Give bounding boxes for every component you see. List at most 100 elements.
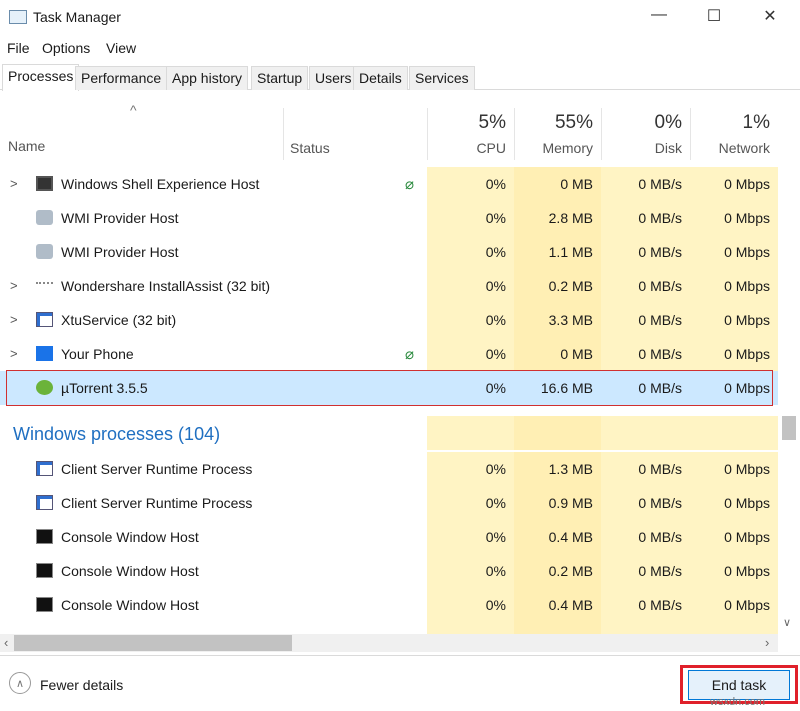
network-value: 0 Mbps [690, 269, 778, 303]
horizontal-scrollbar[interactable]: ‹ › [0, 634, 778, 652]
process-row[interactable]: Client Server Runtime Process 0% 1.3 MB 0 M… [0, 452, 778, 486]
process-row[interactable]: µTorrent 3.5.5 0% 16.6 MB 0 MB/s 0 Mbps [0, 371, 778, 405]
tab-performance[interactable]: Performance [75, 66, 168, 90]
expand-chevron-icon[interactable]: > [10, 312, 18, 327]
vertical-scrollbar[interactable]: ∨ [778, 100, 800, 634]
network-value: 0 Mbps [690, 167, 778, 201]
process-name: Console Window Host [61, 563, 199, 579]
memory-total: 55% [554, 112, 593, 133]
cpu-value: 0% [427, 167, 514, 201]
process-row[interactable]: WMI Provider Host 0% 2.8 MB 0 MB/s 0 Mbps [0, 201, 778, 235]
memory-value: 0.4 MB [514, 588, 601, 622]
menu-view[interactable]: View [106, 40, 137, 56]
expand-chevron-icon[interactable]: > [10, 176, 18, 191]
maximize-button[interactable]: ☐ [706, 8, 722, 25]
process-row[interactable]: WMI Provider Host 0% 1.1 MB 0 MB/s 0 Mbps [0, 235, 778, 269]
network-value: 0 Mbps [690, 554, 778, 588]
disk-value: 0 MB/s [638, 380, 682, 396]
vertical-scroll-thumb[interactable] [782, 416, 796, 440]
process-row[interactable]: > Wondershare InstallAssist (32 bit) 0% 0.2… [0, 269, 778, 303]
process-row[interactable]: Client Server Runtime Process 0% 0.9 MB 0 M… [0, 486, 778, 520]
disk-value: 0 MB/s [601, 452, 690, 486]
expand-chevron-icon[interactable]: > [10, 346, 18, 361]
network-value: 0 Mbps [690, 303, 778, 337]
phone-icon [36, 346, 53, 361]
process-name: XtuService (32 bit) [61, 312, 177, 328]
header-network[interactable]: 1% Network [690, 108, 778, 160]
header-name[interactable]: Name [8, 138, 46, 154]
group-label: Windows processes (104) [13, 424, 221, 444]
wondershare-icon [36, 282, 53, 288]
close-button[interactable]: ✕ [763, 8, 777, 25]
network-total: 1% [742, 112, 770, 133]
process-row[interactable]: Console Window Host 0% 0.2 MB 0 MB/s 0 Mbps [0, 554, 778, 588]
wmi-icon [36, 210, 53, 225]
disk-value: 0 MB/s [601, 588, 690, 622]
end-task-button[interactable]: End task [688, 670, 790, 700]
header-disk[interactable]: 0% Disk [601, 108, 690, 160]
console-icon [36, 529, 53, 544]
suspended-leaf-icon: ⌀ [405, 346, 415, 363]
expand-chevron-icon[interactable]: > [10, 278, 18, 293]
horizontal-scroll-thumb[interactable] [14, 635, 292, 651]
process-row[interactable]: > Your Phone ⌀ 0% 0 MB 0 MB/s 0 Mbps [0, 337, 778, 371]
network-value: 0 Mbps [690, 201, 778, 235]
tab-details[interactable]: Details [353, 66, 408, 90]
group-header: Windows processes (104) [0, 416, 778, 450]
menu-options[interactable]: Options [42, 40, 91, 56]
tab-services[interactable]: Services [409, 66, 475, 90]
scroll-down-icon[interactable]: ∨ [783, 617, 792, 629]
watermark: wsxdn.com [710, 696, 766, 708]
disk-label: Disk [654, 140, 682, 156]
process-name: WMI Provider Host [61, 244, 179, 260]
end-task-highlight [680, 665, 798, 704]
process-row[interactable]: > XtuService (32 bit) 0% 3.3 MB 0 MB/s 0 Mbps [0, 303, 778, 337]
tab-startup[interactable]: Startup [251, 66, 309, 90]
wmi-icon [36, 244, 53, 259]
cpu-value: 0% [427, 520, 514, 554]
process-row[interactable]: > Windows Shell Experience Host ⌀ 0% 0 MB 0 M… [0, 167, 778, 201]
minimize-button[interactable]: — [651, 6, 667, 23]
menu-file[interactable]: File [7, 40, 30, 56]
fewer-details-link[interactable]: Fewer details [40, 677, 124, 693]
network-value: 0 Mbps [690, 588, 778, 622]
process-row[interactable]: Console Window Host 0% 0.4 MB 0 MB/s 0 Mbps [0, 520, 778, 554]
console-icon [36, 563, 53, 578]
disk-value: 0 MB/s [601, 167, 690, 201]
disk-value: 0 MB/s [601, 201, 690, 235]
scroll-left-icon[interactable]: ‹ [4, 635, 9, 650]
cpu-value: 0% [427, 303, 514, 337]
scroll-right-icon[interactable]: › [765, 635, 770, 650]
tab-processes[interactable]: Processes [2, 64, 80, 91]
cpu-value: 0% [427, 337, 514, 371]
disk-value: 0 MB/s [601, 235, 690, 269]
partial-row [0, 622, 778, 634]
header-memory[interactable]: 55% Memory [514, 108, 601, 160]
window-title: Task Manager [33, 9, 121, 25]
process-name: Console Window Host [61, 597, 199, 613]
tab-users[interactable]: Users [309, 66, 358, 90]
disk-value: 0 MB/s [601, 337, 690, 371]
process-name: Client Server Runtime Process [61, 495, 253, 511]
process-row[interactable]: Console Window Host 0% 0.4 MB 0 MB/s 0 Mbps [0, 588, 778, 622]
cpu-value: 0% [485, 380, 506, 396]
disk-value: 0 MB/s [601, 269, 690, 303]
service-icon [36, 495, 53, 510]
cpu-label: CPU [476, 140, 506, 156]
network-label: Network [718, 140, 770, 156]
tab-app-history[interactable]: App history [166, 66, 249, 90]
network-value: 0 Mbps [690, 452, 778, 486]
network-value: 0 Mbps [690, 337, 778, 371]
column-headers: ^ Name Status 5% CPU 55% Memory 0% Disk 1% N… [0, 100, 778, 160]
header-cpu[interactable]: 5% CPU [427, 108, 514, 160]
header-status[interactable]: Status [283, 108, 427, 160]
collapse-icon[interactable]: ∧ [9, 672, 31, 694]
process-name: Wondershare InstallAssist (32 bit) [61, 278, 271, 294]
cpu-value: 0% [427, 201, 514, 235]
task-manager-icon [9, 10, 27, 24]
cpu-value: 0% [427, 588, 514, 622]
process-name: WMI Provider Host [61, 210, 179, 226]
memory-value: 2.8 MB [514, 201, 601, 235]
sort-arrow-icon: ^ [130, 102, 137, 118]
process-name: Client Server Runtime Process [61, 461, 253, 477]
